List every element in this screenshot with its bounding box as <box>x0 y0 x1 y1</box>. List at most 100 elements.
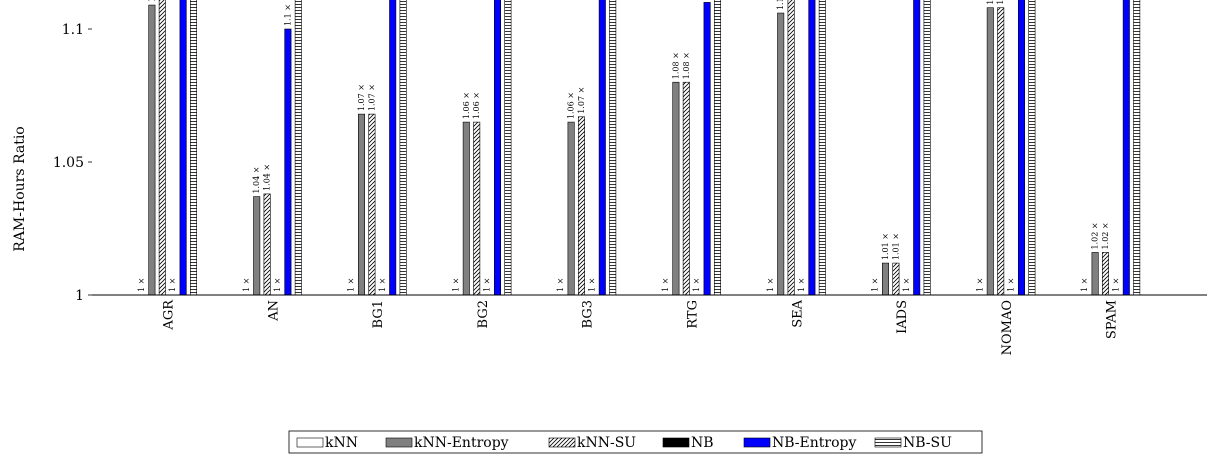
bar-value-label: 1 × <box>1007 278 1016 292</box>
bar-value-label: 1 × <box>1080 278 1089 292</box>
legend-swatch-nb-su <box>874 437 902 448</box>
bar-knn-su-agr <box>158 0 166 296</box>
bar-value-label: 1 × <box>1111 278 1120 292</box>
bar-nb-su-spam <box>1133 0 1141 296</box>
legend-label-knn-su: kNN-SU <box>577 435 636 451</box>
bar-knn-entropy-sea <box>777 12 785 296</box>
bar-knn-entropy-an <box>253 196 261 296</box>
legend-label-knn-entropy: kNN-Entropy <box>414 435 509 451</box>
bar-value-label: 1.1 × <box>283 4 292 26</box>
bar-nb-su-an <box>294 0 302 296</box>
bar-knn-su-iads <box>892 262 900 296</box>
bar-knn-entropy-iads <box>881 262 889 296</box>
bar-value-label: 1.07 × <box>357 84 366 111</box>
bar-nb-su-nomao <box>1028 0 1036 296</box>
bar-nb-entropy-iads <box>913 0 921 296</box>
bar-knn-su-rtg <box>682 81 690 296</box>
bar-nb-su-bg2 <box>504 0 512 296</box>
legend-label-nb: NB <box>691 435 714 451</box>
legend-swatch-knn-entropy <box>385 437 413 448</box>
bar-value-label: 1 × <box>587 278 596 292</box>
bar-value-label: 1 × <box>137 278 146 292</box>
bar-value-label: 1 × <box>661 278 670 292</box>
x-tick-label: BG3 <box>581 300 596 328</box>
bar-value-label: 1.04 × <box>252 167 261 194</box>
legend-label-nb-su: NB-SU <box>903 435 952 451</box>
bar-nb-entropy-bg2 <box>493 0 501 296</box>
bar-nb-su-rtg <box>713 0 721 296</box>
x-tick-label: RTG <box>686 300 701 329</box>
bar-value-label: 1.07 × <box>577 87 586 114</box>
bar-value-label: 1 × <box>451 278 460 292</box>
bar-value-label: 1.01 × <box>881 233 890 260</box>
bar-knn-su-bg3 <box>577 116 585 296</box>
y-tick-label: 1.05 <box>53 155 84 171</box>
bar-nb-su-iads <box>923 0 931 296</box>
bar-nb-entropy-agr <box>179 0 187 296</box>
bar-nb-entropy-nomao <box>1017 0 1025 296</box>
bar-value-label: 1 × <box>273 278 282 292</box>
bar-nb-entropy-rtg <box>703 2 711 296</box>
y-axis: 11.051.11.15 <box>53 22 92 304</box>
legend-box <box>288 430 983 454</box>
bar-value-label: 1 × <box>378 278 387 292</box>
x-tick-label: SEA <box>790 299 805 327</box>
x-tick-label: AN <box>266 300 281 322</box>
bar-value-labels: 1 ×1.11 ×1.11 ×1 ×1.12 ×1.16 ×1 ×1.04 ×1… <box>137 0 1120 292</box>
bar-value-label: 1.11 × <box>996 0 1005 5</box>
legend-label-nb-entropy: NB-Entropy <box>772 435 856 451</box>
bar-value-label: 1.02 × <box>1101 222 1110 249</box>
bar-value-label: 1 × <box>242 278 251 292</box>
bar-nb-entropy-bg1 <box>389 0 397 296</box>
bar-nb-su-sea <box>818 0 826 296</box>
legend-swatch-nb <box>662 437 690 448</box>
bar-knn-su-nomao <box>997 7 1005 296</box>
legend: kNN kNN-Entropy kNN-SU NB NB-Entropy NB-SU <box>288 430 983 454</box>
bar-nb-su-agr <box>190 0 198 296</box>
y-tick-label: 1 <box>75 288 84 304</box>
bar-value-label: 1.11 × <box>147 0 156 2</box>
legend-swatch-knn-su <box>548 437 576 448</box>
bar-nb-entropy-an <box>284 28 292 296</box>
bar-knn-entropy-bg3 <box>567 121 575 296</box>
bar-value-label: 1 × <box>766 278 775 292</box>
bar-value-label: 1.02 × <box>1091 222 1100 249</box>
bar-value-label: 1.01 × <box>891 233 900 260</box>
bar-nb-entropy-spam <box>1122 0 1130 296</box>
x-tick-label: NOMAO <box>1000 300 1015 355</box>
y-tick-label: 1.1 <box>62 22 84 38</box>
bar-knn-entropy-agr <box>148 4 156 296</box>
x-axis: AGR AN BG1 BG2 BG3 RTG SEA IADS NOMAO SPAM <box>92 294 1207 355</box>
x-tick-label: SPAM <box>1105 300 1120 339</box>
bar-knn-su-an <box>263 193 271 296</box>
y-axis-label: RAM-Hours Ratio <box>12 126 28 251</box>
bar-nb-entropy-bg3 <box>598 0 606 296</box>
bar-series-group <box>138 0 1141 296</box>
bar-value-label: 1 × <box>556 278 565 292</box>
x-tick-label: BG2 <box>476 300 491 328</box>
bar-knn-entropy-nomao <box>986 7 994 296</box>
x-tick-label: AGR <box>162 299 177 331</box>
x-tick-label: BG1 <box>371 300 386 328</box>
bar-value-label: 1 × <box>168 278 177 292</box>
bar-knn-su-bg2 <box>473 121 481 296</box>
bar-knn-su-spam <box>1102 252 1110 296</box>
bar-value-label: 1 × <box>483 278 492 292</box>
bar-value-label: 1.06 × <box>472 92 481 119</box>
bar-nb-su-bg3 <box>609 0 617 296</box>
bar-nb-entropy-sea <box>808 0 816 296</box>
bar-value-label: 1.11 × <box>986 0 995 5</box>
bar-value-label: 1.06 × <box>567 92 576 119</box>
bar-knn-entropy-bg1 <box>357 113 365 296</box>
bar-nb-su-bg1 <box>399 0 407 296</box>
legend-label-knn: kNN <box>325 435 358 451</box>
bar-value-label: 1 × <box>871 278 880 292</box>
bar-value-label: 1 × <box>975 278 984 292</box>
bar-value-label: 1.07 × <box>367 84 376 111</box>
bar-value-label: 1.04 × <box>263 164 272 191</box>
legend-swatch-nb-entropy <box>743 437 771 448</box>
bar-value-label: 1 × <box>797 278 806 292</box>
bar-value-label: 1.11 × <box>776 0 785 10</box>
bar-knn-su-bg1 <box>368 113 376 296</box>
